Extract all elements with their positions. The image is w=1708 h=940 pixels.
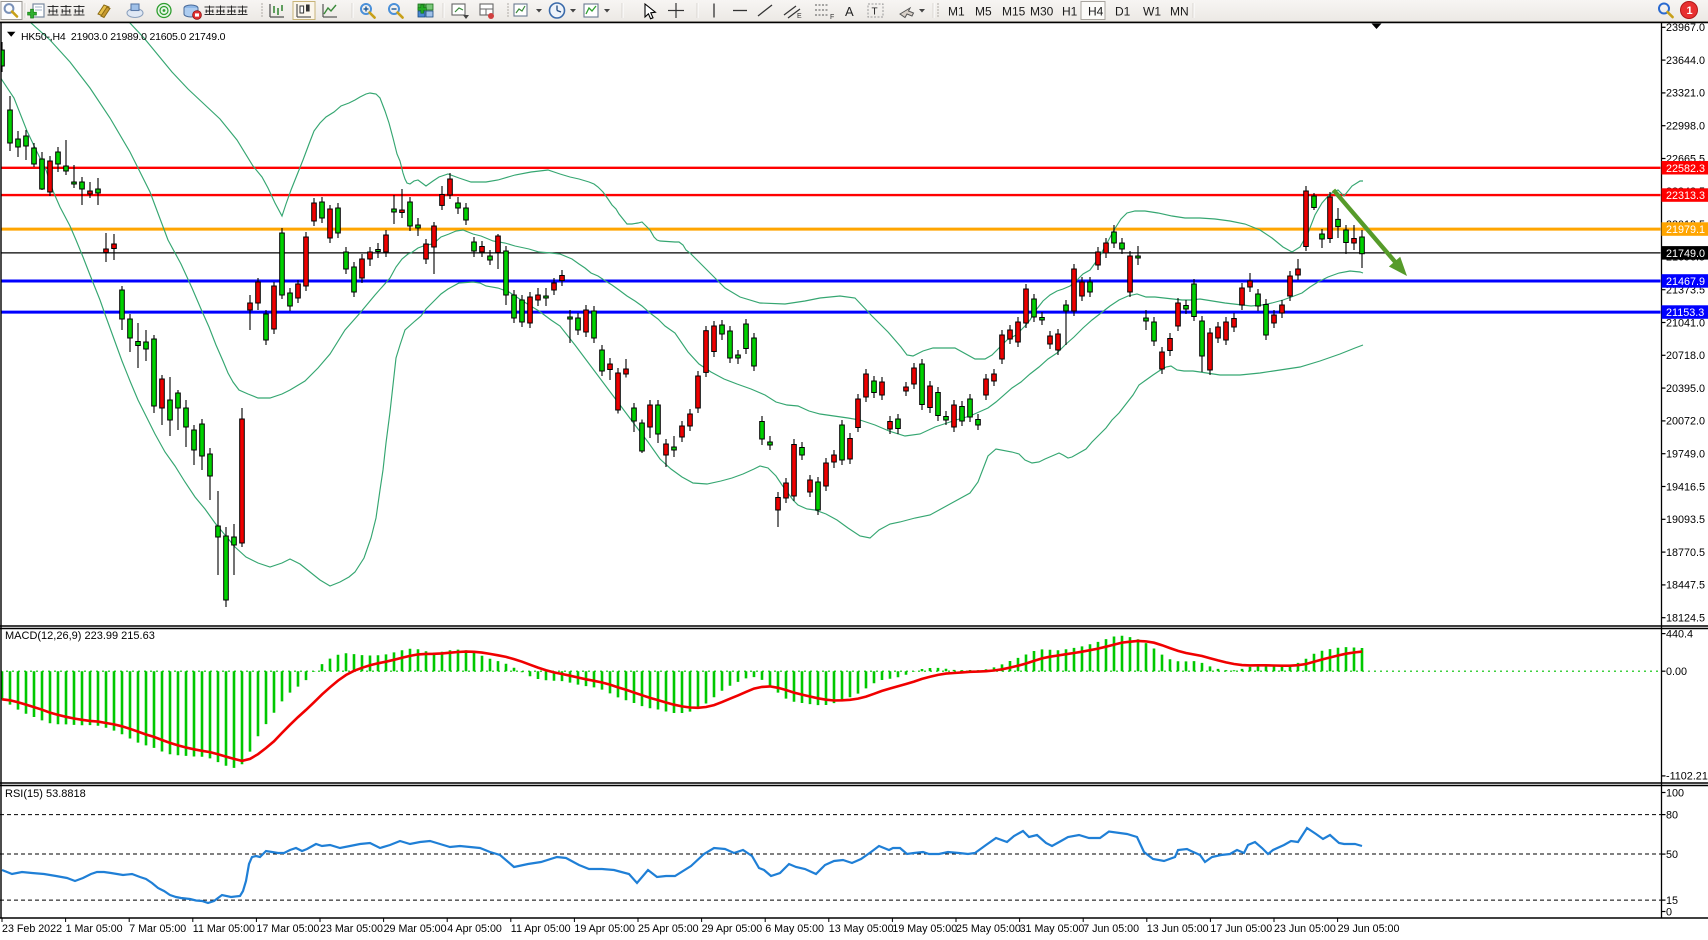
svg-text:RSI(15) 53.8818: RSI(15) 53.8818 xyxy=(5,788,86,800)
svg-text:21041.0: 21041.0 xyxy=(1666,317,1705,329)
svg-text:7 Jun 05:00: 7 Jun 05:00 xyxy=(1083,923,1139,935)
svg-text:100: 100 xyxy=(1666,787,1684,799)
svg-text:15: 15 xyxy=(1666,895,1678,907)
svg-text:17 Mar 05:00: 17 Mar 05:00 xyxy=(256,923,319,935)
svg-text:23644.0: 23644.0 xyxy=(1666,55,1705,67)
svg-text:440.4: 440.4 xyxy=(1666,628,1693,640)
svg-text:23 Mar 05:00: 23 Mar 05:00 xyxy=(320,923,383,935)
svg-text:19 Apr 05:00: 19 Apr 05:00 xyxy=(574,923,635,935)
svg-text:19 May 05:00: 19 May 05:00 xyxy=(892,923,957,935)
svg-text:MN: MN xyxy=(1170,5,1189,19)
svg-text:21153.3: 21153.3 xyxy=(1666,307,1704,319)
svg-text:1 Mar 05:00: 1 Mar 05:00 xyxy=(66,923,123,935)
svg-text:21749.0: 21749.0 xyxy=(1666,248,1705,260)
svg-text:H1: H1 xyxy=(1062,5,1078,19)
svg-text:E: E xyxy=(797,13,802,20)
svg-text:18770.5: 18770.5 xyxy=(1666,547,1705,559)
svg-text:50: 50 xyxy=(1666,849,1678,861)
svg-text:29 Mar 05:00: 29 Mar 05:00 xyxy=(384,923,447,935)
svg-text:80: 80 xyxy=(1666,809,1678,821)
svg-text:MACD(12,26,9) 223.99 215.63: MACD(12,26,9) 223.99 215.63 xyxy=(5,630,155,642)
svg-text:6 May 05:00: 6 May 05:00 xyxy=(765,923,824,935)
svg-text:20395.0: 20395.0 xyxy=(1666,383,1705,395)
svg-text:23 Feb 2022: 23 Feb 2022 xyxy=(2,923,62,935)
svg-text:0: 0 xyxy=(1666,906,1672,918)
svg-text:29 Jun 05:00: 29 Jun 05:00 xyxy=(1338,923,1400,935)
svg-text:M1: M1 xyxy=(948,5,965,19)
svg-text:20072.0: 20072.0 xyxy=(1666,416,1705,428)
svg-text:13 Jun 05:00: 13 Jun 05:00 xyxy=(1147,923,1209,935)
svg-text:21979.1: 21979.1 xyxy=(1666,224,1705,236)
svg-text:M5: M5 xyxy=(975,5,992,19)
svg-text:M30: M30 xyxy=(1030,5,1054,19)
svg-text:A: A xyxy=(845,4,854,19)
svg-text:18124.5: 18124.5 xyxy=(1666,613,1705,625)
svg-text:25 May 05:00: 25 May 05:00 xyxy=(956,923,1021,935)
svg-text:29 Apr 05:00: 29 Apr 05:00 xyxy=(702,923,763,935)
svg-text:22998.0: 22998.0 xyxy=(1666,121,1705,133)
svg-text:23967.0: 23967.0 xyxy=(1666,22,1705,34)
svg-text:22582.3: 22582.3 xyxy=(1666,163,1705,175)
svg-text:W1: W1 xyxy=(1143,5,1161,19)
svg-text:22313.3: 22313.3 xyxy=(1666,190,1705,202)
svg-text:25 Apr 05:00: 25 Apr 05:00 xyxy=(638,923,699,935)
svg-text:23 Jun 05:00: 23 Jun 05:00 xyxy=(1274,923,1336,935)
svg-text:19416.5: 19416.5 xyxy=(1666,481,1705,493)
svg-text:23321.0: 23321.0 xyxy=(1666,88,1705,100)
svg-text:11 Apr 05:00: 11 Apr 05:00 xyxy=(511,923,571,935)
svg-text:11 Mar 05:00: 11 Mar 05:00 xyxy=(193,923,255,935)
svg-text:19093.5: 19093.5 xyxy=(1666,514,1705,526)
svg-text:HK50-,H4 21903.0 21989.0 2160: HK50-,H4 21903.0 21989.0 21605.0 21749.0 xyxy=(21,31,226,43)
svg-text:1: 1 xyxy=(1687,5,1693,17)
svg-text:17 Jun 05:00: 17 Jun 05:00 xyxy=(1210,923,1272,935)
svg-text:19749.0: 19749.0 xyxy=(1666,449,1705,461)
svg-text:T: T xyxy=(872,7,878,18)
svg-text:21467.9: 21467.9 xyxy=(1666,276,1705,288)
svg-text:H4: H4 xyxy=(1088,5,1104,19)
svg-text:-1102.21: -1102.21 xyxy=(1666,771,1708,783)
svg-text:7 Mar 05:00: 7 Mar 05:00 xyxy=(129,923,186,935)
svg-text:31 May 05:00: 31 May 05:00 xyxy=(1020,923,1085,935)
svg-text:13 May 05:00: 13 May 05:00 xyxy=(829,923,894,935)
svg-text:20718.0: 20718.0 xyxy=(1666,350,1705,362)
svg-text:4 Apr 05:00: 4 Apr 05:00 xyxy=(447,923,502,935)
svg-text:D1: D1 xyxy=(1115,5,1131,19)
svg-text:F: F xyxy=(830,14,834,21)
svg-text:M15: M15 xyxy=(1002,5,1026,19)
svg-text:0.00: 0.00 xyxy=(1666,666,1687,678)
svg-text:18447.5: 18447.5 xyxy=(1666,580,1705,592)
